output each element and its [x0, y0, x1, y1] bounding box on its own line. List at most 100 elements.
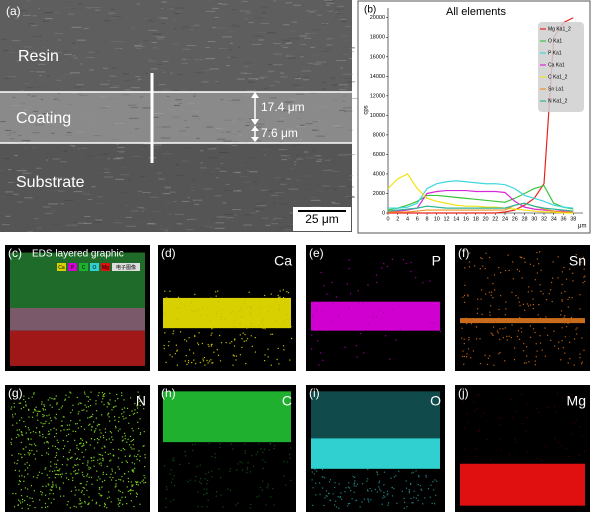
texture — [172, 89, 179, 91]
map-dot — [143, 431, 145, 433]
texture — [251, 43, 262, 45]
map-dot — [17, 433, 19, 436]
map-dot — [21, 434, 23, 436]
map-dot — [215, 495, 217, 497]
map-dot — [27, 427, 29, 429]
legend-chip — [57, 263, 66, 271]
texture — [248, 21, 254, 23]
texture — [169, 72, 174, 74]
map-dot — [516, 335, 519, 337]
texture — [68, 1, 71, 3]
texture — [142, 65, 149, 67]
map-dot — [223, 318, 226, 320]
map-dot — [110, 441, 112, 444]
map-dot — [121, 436, 124, 438]
map-dot — [393, 487, 395, 490]
texture — [97, 154, 108, 156]
map-dot — [81, 451, 83, 453]
arrowheads — [251, 92, 259, 142]
texture — [332, 203, 340, 205]
texture — [181, 137, 188, 139]
map-dot — [32, 476, 35, 478]
map-dot — [572, 317, 574, 320]
map-dot — [10, 443, 13, 445]
map-dot — [242, 332, 244, 334]
map-dot — [95, 428, 97, 430]
map-dot — [167, 345, 170, 347]
texture — [339, 109, 346, 111]
panel-label: (g) — [8, 386, 23, 400]
texture — [169, 102, 178, 104]
map-dot — [413, 490, 415, 492]
map-dot — [272, 487, 274, 490]
map-dot — [131, 470, 134, 472]
map-dot — [24, 425, 27, 428]
map-dot — [114, 425, 117, 427]
element-label: Sn — [569, 253, 586, 269]
texture — [264, 29, 273, 31]
texture — [171, 116, 180, 118]
map-dot — [79, 498, 81, 500]
map-dot — [393, 476, 396, 478]
map-dot — [468, 266, 471, 268]
map-dot — [56, 403, 58, 405]
map-dot — [222, 506, 224, 508]
map-dot — [29, 452, 31, 454]
map-dot — [247, 466, 249, 469]
map-dot — [576, 327, 578, 329]
texture — [89, 124, 98, 126]
map-dot — [519, 256, 521, 258]
texture — [44, 12, 53, 14]
texture — [219, 170, 227, 172]
texture — [333, 162, 337, 164]
texture — [273, 43, 281, 45]
texture — [161, 89, 170, 91]
map-dot — [20, 441, 22, 444]
texture — [81, 183, 84, 185]
texture — [169, 109, 176, 111]
map-dot — [542, 293, 544, 295]
map-dot — [132, 489, 134, 492]
map-dot — [432, 481, 434, 483]
texture — [162, 153, 173, 155]
map-dot — [17, 504, 19, 506]
map-dot — [61, 405, 64, 407]
map-dot — [245, 325, 247, 327]
map-dot — [62, 448, 65, 450]
map-dot — [126, 486, 128, 488]
map-dot — [555, 410, 557, 413]
map-dot — [129, 435, 132, 437]
map-dot — [283, 460, 285, 463]
texture — [227, 100, 233, 102]
map-dot — [199, 477, 202, 480]
texture — [316, 135, 325, 137]
map-dot — [526, 451, 529, 453]
texture — [40, 53, 45, 55]
map-dot — [27, 439, 29, 441]
map-dot — [311, 471, 313, 473]
map-dot — [231, 322, 233, 324]
texture — [160, 137, 171, 139]
texture — [40, 39, 43, 41]
map-dot — [98, 392, 100, 394]
map-layer — [311, 438, 440, 469]
map-dot — [353, 485, 355, 487]
map-dot — [113, 455, 115, 457]
texture — [113, 15, 122, 17]
texture — [345, 77, 352, 79]
map-dot — [412, 471, 414, 473]
map-dot — [27, 467, 29, 469]
map-dot — [56, 473, 58, 475]
texture — [285, 43, 291, 45]
region-label: Substrate — [16, 174, 85, 191]
map-dot — [35, 445, 37, 447]
map-dot — [56, 439, 58, 441]
map-dot — [62, 416, 64, 418]
map-dot — [130, 397, 132, 399]
map-dot — [90, 429, 92, 431]
texture — [303, 175, 312, 177]
map-dot — [480, 298, 482, 300]
scale-bar-label: 25 μm — [305, 212, 339, 226]
texture — [108, 12, 116, 14]
texture — [290, 110, 294, 112]
